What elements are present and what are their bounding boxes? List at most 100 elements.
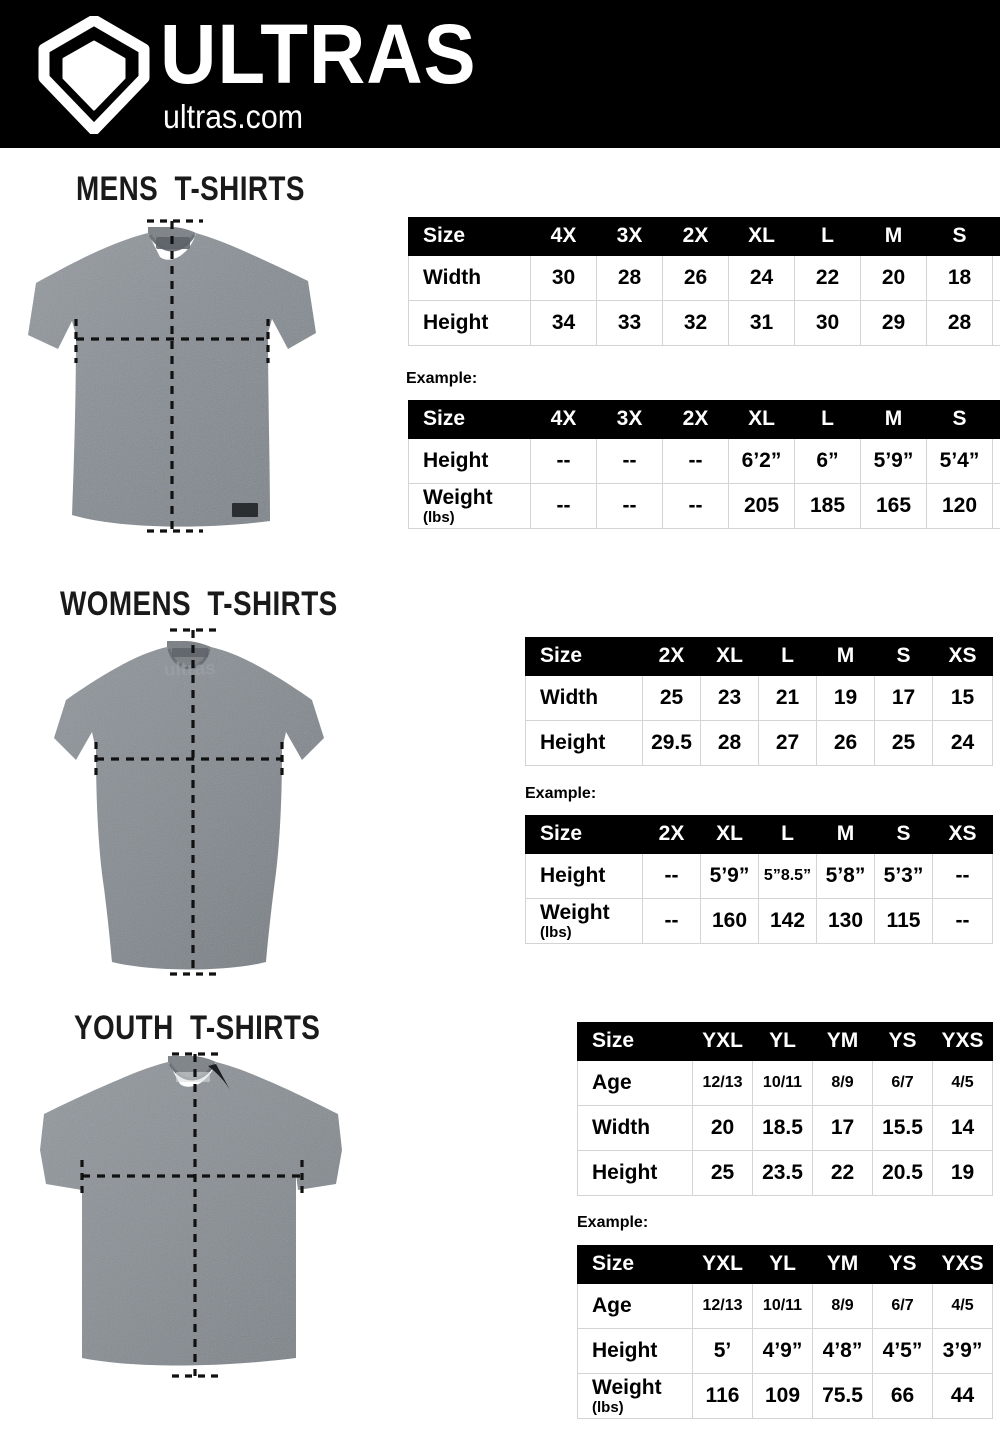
- col-header: YL: [752, 1245, 813, 1284]
- cell: 10/11: [752, 1060, 813, 1106]
- cell: 26: [662, 255, 729, 301]
- cell: 21: [758, 675, 817, 721]
- mens-size-table: Size 4X 3X 2X XL L M S XS Width 30 28 26…: [408, 217, 1000, 346]
- cell: 8/9: [812, 1060, 873, 1106]
- row-label: Height: [525, 720, 643, 766]
- cell: 185: [794, 483, 861, 529]
- womens-tshirt-illustration: ultras: [30, 620, 380, 995]
- col-header: M: [860, 217, 927, 256]
- cell: 44: [932, 1373, 993, 1419]
- cell: --: [992, 438, 1000, 484]
- col-header: 2X: [662, 217, 729, 256]
- cell: 30: [794, 300, 861, 346]
- table-row: Age 12/13 10/11 8/9 6/7 4/5: [577, 1060, 993, 1106]
- col-header: S: [874, 815, 933, 854]
- col-header: XS: [992, 217, 1000, 256]
- table-row: Height -- 5’9” 5”8.5” 5’8” 5’3” --: [525, 853, 993, 899]
- cell: 12/13: [692, 1060, 753, 1106]
- col-header: Size: [525, 815, 643, 854]
- cell: 142: [758, 898, 817, 944]
- cell: 4’9”: [752, 1328, 813, 1374]
- cell: 115: [874, 898, 933, 944]
- cell: 26: [816, 720, 875, 766]
- cell: 33: [596, 300, 663, 346]
- cell: --: [530, 438, 597, 484]
- mens-example-table: Size 4X 3X 2X XL L M S XS Height -- -- -…: [408, 400, 1000, 529]
- cell: --: [662, 438, 729, 484]
- col-header: XS: [932, 815, 993, 854]
- col-header: Size: [408, 400, 531, 439]
- cell: 165: [860, 483, 927, 529]
- cell: 4/5: [932, 1283, 993, 1329]
- youth-example-table: Size YXL YL YM YS YXS Age 12/13 10/11 8/…: [577, 1245, 993, 1419]
- cell: --: [932, 898, 993, 944]
- youth-size-table: Size YXL YL YM YS YXS Age 12/13 10/11 8/…: [577, 1022, 993, 1196]
- table-row: Height 5’ 4’9” 4’8” 4’5” 3’9”: [577, 1328, 993, 1374]
- table-row: Height 25 23.5 22 20.5 19: [577, 1150, 993, 1196]
- cell: 29: [860, 300, 927, 346]
- cell: 30: [530, 255, 597, 301]
- cell: 19: [932, 1150, 993, 1196]
- cell: 6/7: [872, 1283, 933, 1329]
- cell: --: [992, 483, 1000, 529]
- cell: 25: [874, 720, 933, 766]
- cell: 5’3”: [874, 853, 933, 899]
- col-header: YS: [872, 1245, 933, 1284]
- cell: 4/5: [932, 1060, 993, 1106]
- cell: 15: [932, 675, 993, 721]
- cell: 4’8”: [812, 1328, 873, 1374]
- cell: --: [596, 438, 663, 484]
- col-header: L: [794, 217, 861, 256]
- cell: 24: [728, 255, 795, 301]
- table-row: Weight (lbs) 116 109 75.5 66 44: [577, 1373, 993, 1419]
- pentagon-shield-icon: [38, 14, 150, 136]
- col-header: 2X: [662, 400, 729, 439]
- table-row: Width 20 18.5 17 15.5 14: [577, 1105, 993, 1151]
- col-header: 4X: [530, 400, 597, 439]
- col-header: XL: [700, 815, 759, 854]
- cell: 8/9: [812, 1283, 873, 1329]
- cell: 130: [816, 898, 875, 944]
- cell: 160: [700, 898, 759, 944]
- section-title-youth: YOUTH T-SHIRTS: [74, 1009, 321, 1047]
- col-header: YXS: [932, 1022, 993, 1061]
- cell: 20.5: [872, 1150, 933, 1196]
- example-label-womens: Example:: [525, 785, 597, 802]
- row-label: Width: [525, 675, 643, 721]
- row-label: Height: [408, 300, 531, 346]
- row-label: Width: [408, 255, 531, 301]
- col-header: XS: [932, 637, 993, 676]
- table-row: Weight (lbs) -- -- -- 205 185 165 120 --: [408, 483, 1000, 529]
- cell: --: [662, 483, 729, 529]
- cell: 24: [932, 720, 993, 766]
- col-header: Size: [408, 217, 531, 256]
- table-header-row: Size 4X 3X 2X XL L M S XS: [408, 217, 1000, 256]
- cell: 27: [758, 720, 817, 766]
- cell: 14: [932, 1105, 993, 1151]
- table-header-row: Size 2X XL L M S XS: [525, 637, 993, 676]
- cell: 5’: [692, 1328, 753, 1374]
- table-header-row: Size 2X XL L M S XS: [525, 815, 993, 854]
- cell: 22: [794, 255, 861, 301]
- table-row: Weight (lbs) -- 160 142 130 115 --: [525, 898, 993, 944]
- cell: 12/13: [692, 1283, 753, 1329]
- cell: 29.5: [642, 720, 701, 766]
- table-row: Width 30 28 26 24 22 20 18 16: [408, 255, 1000, 301]
- col-header: YM: [812, 1245, 873, 1284]
- section-title-womens: WOMENS T-SHIRTS: [60, 585, 338, 623]
- cell: 116: [692, 1373, 753, 1419]
- row-label: Weight (lbs): [577, 1373, 693, 1419]
- cell: 23: [700, 675, 759, 721]
- row-label: Age: [577, 1283, 693, 1329]
- table-row: Height -- -- -- 6’2” 6” 5’9” 5’4” --: [408, 438, 1000, 484]
- cell: 25: [692, 1150, 753, 1196]
- cell: 17: [874, 675, 933, 721]
- cell: 17: [812, 1105, 873, 1151]
- col-header: XS: [992, 400, 1000, 439]
- col-header: L: [758, 637, 817, 676]
- row-label: Weight (lbs): [408, 483, 531, 529]
- col-header: Size: [577, 1245, 693, 1284]
- cell: 4’5”: [872, 1328, 933, 1374]
- table-row: Width 25 23 21 19 17 15: [525, 675, 993, 721]
- col-header: 3X: [596, 400, 663, 439]
